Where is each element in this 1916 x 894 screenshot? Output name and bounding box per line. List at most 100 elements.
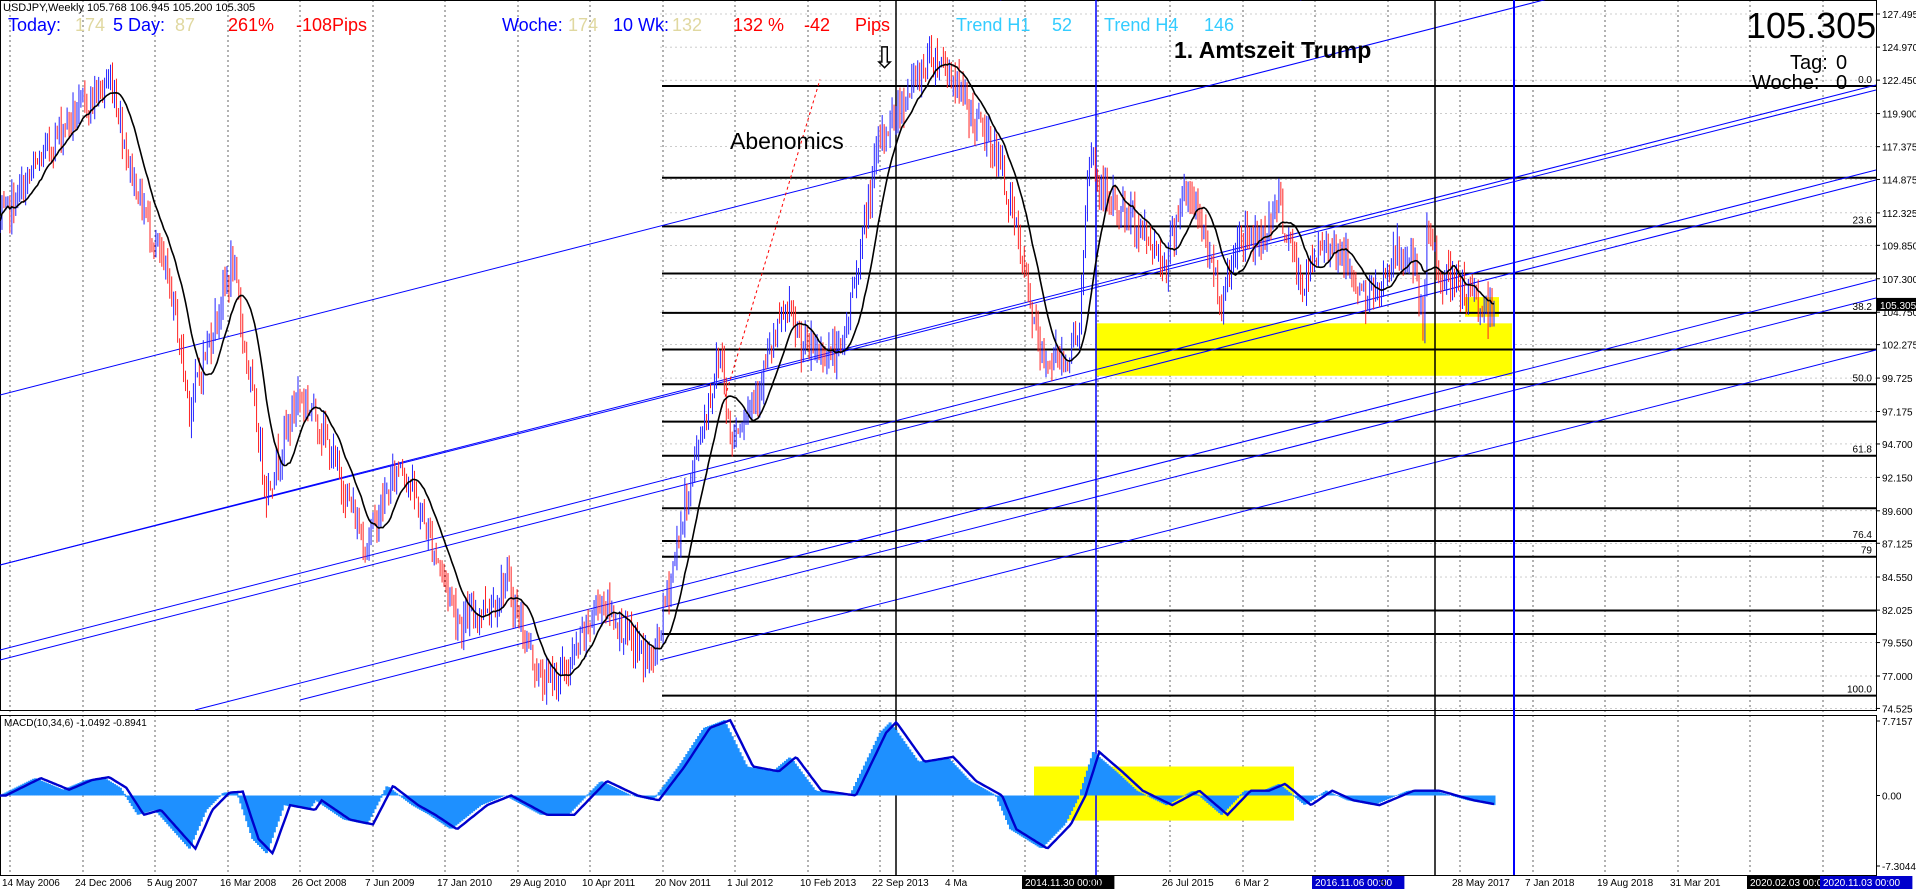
symbol-ohlc-line: USDJPY,Weekly 105.768 106.945 105.200 10… bbox=[3, 2, 256, 14]
x-axis-label: 28 May 2017 bbox=[1452, 878, 1510, 889]
trend-h4-value: 146 bbox=[1204, 15, 1235, 35]
y-axis-label: 119.900 bbox=[1882, 110, 1916, 121]
y-axis-label: 77.000 bbox=[1882, 672, 1913, 683]
trend-channel-line bbox=[659, 349, 1877, 661]
trump-annotation: 1. Amtszeit Trump bbox=[1174, 37, 1372, 63]
date-cursor-badge bbox=[1312, 876, 1405, 889]
y-axis-label: 87.125 bbox=[1882, 539, 1913, 550]
macd-y-label: 0.00 bbox=[1882, 791, 1902, 802]
pips-week: -42 bbox=[804, 15, 831, 35]
macd-signal-line bbox=[0, 718, 1495, 856]
x-axis-label: 7 Jan 2018 bbox=[1525, 878, 1575, 889]
macd-y-label: 7.7157 bbox=[1882, 717, 1913, 728]
tag-value: 0 bbox=[1836, 52, 1848, 74]
y-axis-label: 104.750 bbox=[1882, 308, 1916, 319]
tag-label: Tag: bbox=[1790, 52, 1828, 74]
x-axis-label: 14 May 2006 bbox=[2, 878, 60, 889]
y-axis-label: 97.175 bbox=[1882, 408, 1913, 419]
x-axis-label: 6 Mar 2 bbox=[1235, 878, 1269, 889]
fib-level-label: 61.8 bbox=[1853, 445, 1873, 456]
x-axis-label: 5 Aug 2007 bbox=[147, 878, 198, 889]
x-axis-label: 2020.02.03 00:00 bbox=[1750, 878, 1828, 889]
x-axis-label: 1 Jul 2012 bbox=[727, 878, 774, 889]
x-axis-label: 26 Jul 2015 bbox=[1162, 878, 1214, 889]
x-axis-label: 26 Oct 2008 bbox=[292, 878, 347, 889]
x-axis-label: 31 Mar 201 bbox=[1670, 878, 1721, 889]
current-price: 105.305 bbox=[1746, 5, 1877, 46]
moving-average-line bbox=[0, 62, 1495, 677]
pips-unit: Pips bbox=[855, 15, 891, 35]
x-axis-label: 10 Feb 2013 bbox=[800, 878, 857, 889]
current-price-badge bbox=[1877, 297, 1916, 311]
y-axis-label: 127.495 bbox=[1882, 10, 1916, 21]
tenwk-value: 132 bbox=[672, 15, 703, 35]
down-arrow-icon: ⇩ bbox=[872, 42, 898, 75]
x-axis-label: 19 Aug 2018 bbox=[1597, 878, 1654, 889]
y-axis-label: 124.970 bbox=[1882, 43, 1916, 54]
trend-channel-line bbox=[299, 297, 1877, 701]
x-axis-label: 014 bbox=[1090, 878, 1107, 889]
fib-level-label: 100.0 bbox=[1847, 685, 1872, 696]
trend-h1-label: Trend H1 bbox=[956, 15, 1031, 35]
y-axis-label: 82.025 bbox=[1882, 606, 1913, 617]
x-axis-label: 29 Aug 2010 bbox=[510, 878, 567, 889]
date-cursor-badge bbox=[1747, 876, 1840, 889]
y-axis-label: 112.325 bbox=[1882, 209, 1916, 220]
y-axis-label: 117.375 bbox=[1882, 143, 1916, 154]
x-axis-label: 4 Ma bbox=[945, 878, 968, 889]
abenomics-projection-line bbox=[719, 79, 821, 414]
x-axis-label: 7 Jun 2009 bbox=[365, 878, 415, 889]
y-axis-label: 74.525 bbox=[1882, 704, 1913, 715]
fib-level-label: 76.4 bbox=[1853, 530, 1873, 541]
trend-channel-line bbox=[0, 179, 1877, 661]
x-axis-label: 10 Apr 2011 bbox=[582, 878, 636, 889]
pips-today: -108Pips bbox=[296, 15, 368, 35]
x-axis-label: 2020.11.03 00:00 bbox=[1823, 878, 1901, 889]
fib-level-label: 50.0 bbox=[1853, 373, 1873, 384]
abenomics-annotation: Abenomics bbox=[730, 128, 844, 154]
y-axis-label: 109.850 bbox=[1882, 241, 1916, 252]
date-cursor-badge bbox=[1820, 876, 1913, 889]
trend-channel-line bbox=[194, 279, 1877, 711]
fiveday-label: 5 Day: bbox=[113, 15, 166, 35]
fiveday-value: 87 bbox=[175, 15, 196, 35]
fib-level-label: 79 bbox=[1861, 546, 1873, 557]
date-cursor-badge bbox=[1022, 876, 1115, 889]
y-axis-label: 84.550 bbox=[1882, 573, 1913, 584]
fib-level-label: 23.6 bbox=[1853, 215, 1873, 226]
x-axis-label: 20 Nov 2011 bbox=[655, 878, 711, 889]
x-axis-label: 16 Mar 2008 bbox=[220, 878, 277, 889]
x-axis-label: 22 Sep 2013 bbox=[872, 878, 929, 889]
y-axis-label: 79.550 bbox=[1882, 639, 1913, 650]
macd-title: MACD(10,34,6) -1.0492 -0.8941 bbox=[4, 718, 147, 729]
today-value: 174 bbox=[75, 15, 106, 35]
pct-week: 132 % bbox=[733, 15, 785, 35]
y-axis-label: 99.725 bbox=[1882, 374, 1913, 385]
y-axis-label: 114.875 bbox=[1882, 175, 1916, 186]
woche-label: Woche: bbox=[502, 15, 563, 35]
trend-h4-label: Trend H4 bbox=[1104, 15, 1179, 35]
woche-counter-label: Woche: bbox=[1752, 72, 1820, 94]
main-panel-frame bbox=[0, 0, 1877, 711]
trend-h1-value: 52 bbox=[1052, 15, 1073, 35]
fib-level-label: 0.0 bbox=[1858, 75, 1872, 86]
trend-channel-line bbox=[0, 169, 1877, 651]
fib-level-label: 38.2 bbox=[1853, 302, 1873, 313]
y-axis-label: 122.450 bbox=[1882, 76, 1916, 87]
current-price-badge-label: 105.305 bbox=[1880, 301, 1916, 312]
today-label: Today: bbox=[8, 15, 62, 35]
y-axis-label: 92.150 bbox=[1882, 473, 1913, 484]
y-axis-label: 102.275 bbox=[1882, 341, 1916, 352]
pct-today: 261% bbox=[228, 15, 275, 35]
trend-channel-line bbox=[0, 0, 1546, 396]
x-axis-label: 5 bbox=[1380, 878, 1386, 889]
x-axis-label: 2016.11.06 00:00 bbox=[1315, 878, 1393, 889]
trend-channel-line bbox=[0, 89, 1877, 566]
trend-channel-line bbox=[0, 84, 1877, 566]
x-axis-label: 2014.11.30 00:00 bbox=[1025, 878, 1103, 889]
woche-counter-value: 0 bbox=[1836, 72, 1848, 94]
y-axis-label: 107.300 bbox=[1882, 275, 1916, 286]
y-axis-label: 94.700 bbox=[1882, 440, 1913, 451]
tenwk-label: 10 Wk: bbox=[613, 15, 670, 35]
